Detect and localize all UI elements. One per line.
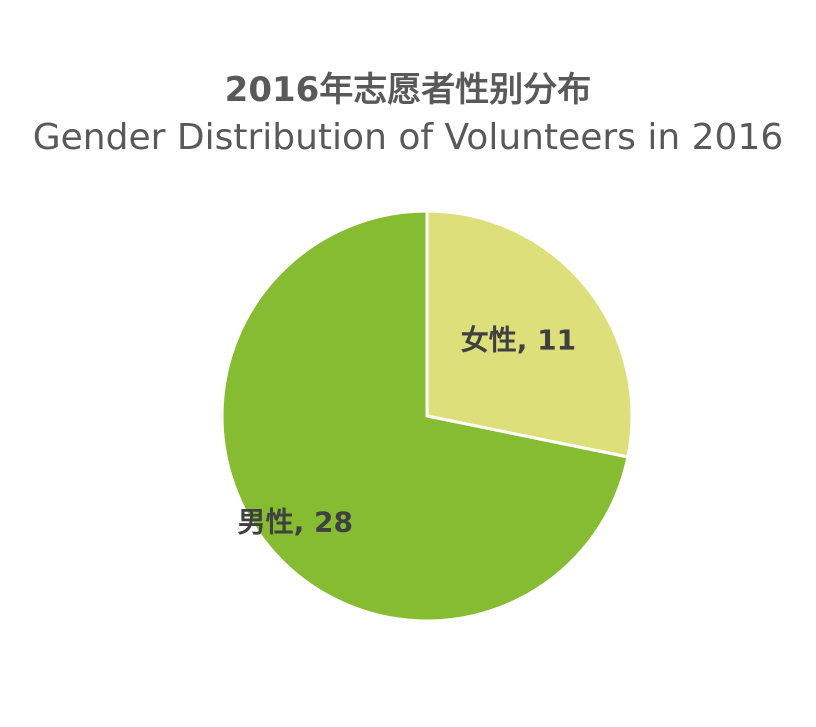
pie-slice-female (425, 209, 634, 459)
data-label-male: 男性, 28 (238, 506, 353, 539)
data-label-female: 女性, 11 (461, 323, 576, 356)
chart-subtitle: Gender Distribution of Volunteers in 201… (32, 117, 784, 158)
pie-slice-male (220, 209, 630, 623)
chart-title: 2016年志愿者性别分布 (224, 70, 592, 110)
